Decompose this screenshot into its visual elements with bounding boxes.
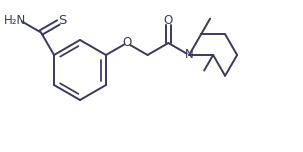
Text: S: S (58, 14, 67, 27)
Text: H₂N: H₂N (4, 14, 26, 27)
Text: O: O (164, 14, 173, 26)
Text: N: N (185, 48, 194, 62)
Text: O: O (122, 36, 132, 50)
